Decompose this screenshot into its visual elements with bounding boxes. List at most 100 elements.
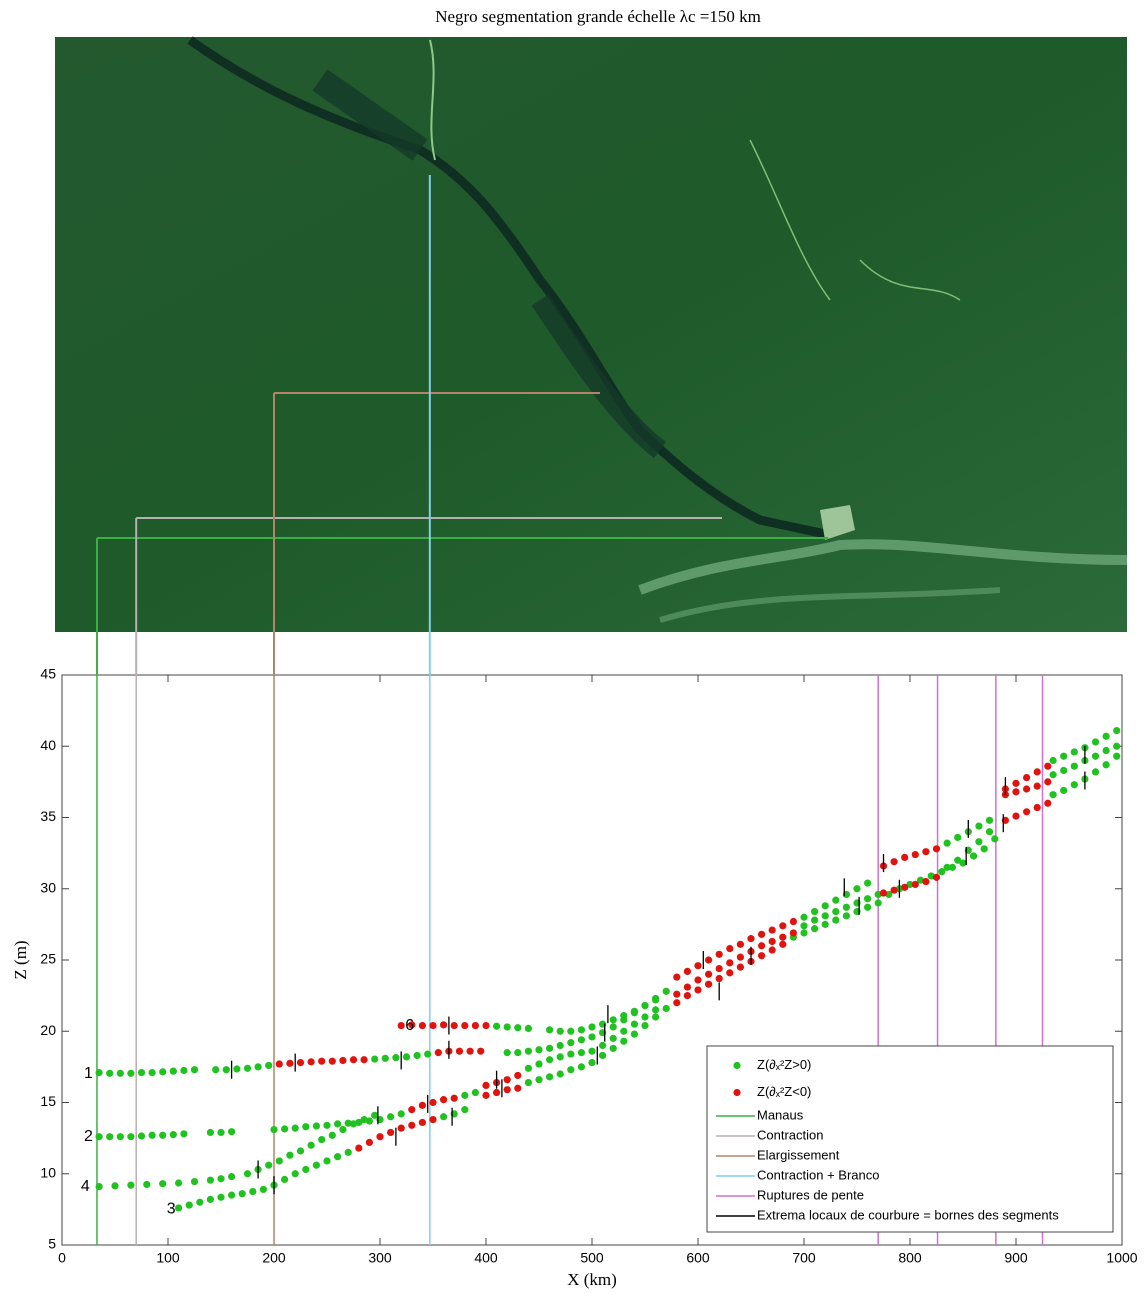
- point: [567, 1050, 575, 1058]
- point: [758, 942, 766, 950]
- point: [567, 1027, 575, 1035]
- point: [673, 990, 681, 998]
- point: [911, 850, 919, 859]
- point: [694, 986, 702, 994]
- point: [323, 1157, 331, 1165]
- point: [270, 1125, 278, 1134]
- legend-marker: [733, 1061, 741, 1070]
- point: [662, 1004, 670, 1013]
- point: [418, 1101, 426, 1109]
- point: [890, 886, 898, 894]
- legend-label: Z(∂ₓ²Z<0): [757, 1084, 811, 1099]
- point: [418, 1021, 426, 1030]
- point: [106, 1069, 114, 1077]
- point: [630, 1020, 639, 1028]
- point: [938, 868, 946, 876]
- river-branco: [429, 39, 436, 161]
- point: [673, 999, 681, 1007]
- legend-marker: [733, 1088, 741, 1097]
- point: [954, 856, 962, 864]
- point: [95, 1133, 103, 1141]
- point: [864, 895, 872, 903]
- point: [286, 1059, 294, 1067]
- point: [694, 976, 702, 984]
- point: [514, 1084, 522, 1092]
- point: [169, 1067, 177, 1075]
- point: [307, 1141, 315, 1149]
- point: [318, 1057, 326, 1065]
- point: [1049, 791, 1057, 799]
- legend-label: Ruptures de pente: [757, 1187, 864, 1202]
- point: [275, 1157, 283, 1165]
- point: [116, 1069, 124, 1077]
- point: [344, 1148, 352, 1156]
- point: [652, 996, 660, 1004]
- point: [577, 1036, 586, 1044]
- river-widening: [312, 69, 428, 161]
- point: [402, 1053, 411, 1061]
- point: [482, 1021, 490, 1030]
- point: [715, 950, 723, 958]
- point: [1091, 768, 1100, 776]
- point: [408, 1121, 416, 1129]
- point: [673, 973, 681, 981]
- point: [228, 1173, 236, 1181]
- point: [371, 1055, 379, 1063]
- point: [747, 935, 755, 943]
- point: [413, 1051, 421, 1060]
- point: [143, 1180, 151, 1189]
- point: [726, 945, 734, 953]
- point: [1049, 756, 1057, 765]
- point: [1102, 746, 1110, 755]
- point: [864, 903, 872, 911]
- point: [328, 1131, 336, 1139]
- point: [461, 1091, 469, 1099]
- point: [641, 1002, 649, 1010]
- point: [429, 1021, 437, 1030]
- y-tick-label: 30: [40, 879, 56, 895]
- point: [789, 917, 798, 926]
- y-tick-label: 20: [40, 1022, 56, 1038]
- point: [694, 962, 702, 970]
- point: [546, 1056, 554, 1064]
- point: [196, 1198, 204, 1206]
- point: [842, 903, 851, 911]
- point: [514, 1071, 522, 1080]
- point: [387, 1113, 395, 1121]
- profile-label: 3: [167, 1201, 176, 1218]
- point: [238, 1190, 246, 1198]
- point: [1070, 762, 1078, 770]
- point: [577, 1026, 586, 1034]
- point: [1060, 766, 1068, 775]
- point: [339, 1125, 347, 1134]
- point: [832, 916, 840, 924]
- point: [1023, 808, 1031, 816]
- point: [970, 852, 978, 860]
- point: [434, 1049, 442, 1057]
- point: [1023, 774, 1031, 782]
- point: [821, 912, 829, 920]
- point: [535, 1076, 543, 1084]
- point: [779, 933, 787, 941]
- y-tick-label: 45: [40, 666, 56, 682]
- point: [222, 1066, 230, 1074]
- point: [328, 1057, 336, 1065]
- point: [217, 1175, 225, 1183]
- point: [1113, 742, 1121, 750]
- point: [493, 1088, 501, 1097]
- chart-title: Negro segmentation grande échelle λc =15…: [435, 7, 761, 26]
- point: [535, 1046, 543, 1054]
- point: [397, 1021, 405, 1030]
- point: [429, 1098, 437, 1107]
- point: [736, 953, 745, 961]
- point: [991, 835, 999, 843]
- point: [683, 992, 692, 1000]
- point: [630, 1007, 639, 1015]
- point: [609, 1016, 617, 1024]
- point: [418, 1118, 426, 1127]
- point: [249, 1187, 257, 1196]
- point: [985, 816, 994, 824]
- point: [275, 1060, 283, 1068]
- point: [440, 1113, 448, 1121]
